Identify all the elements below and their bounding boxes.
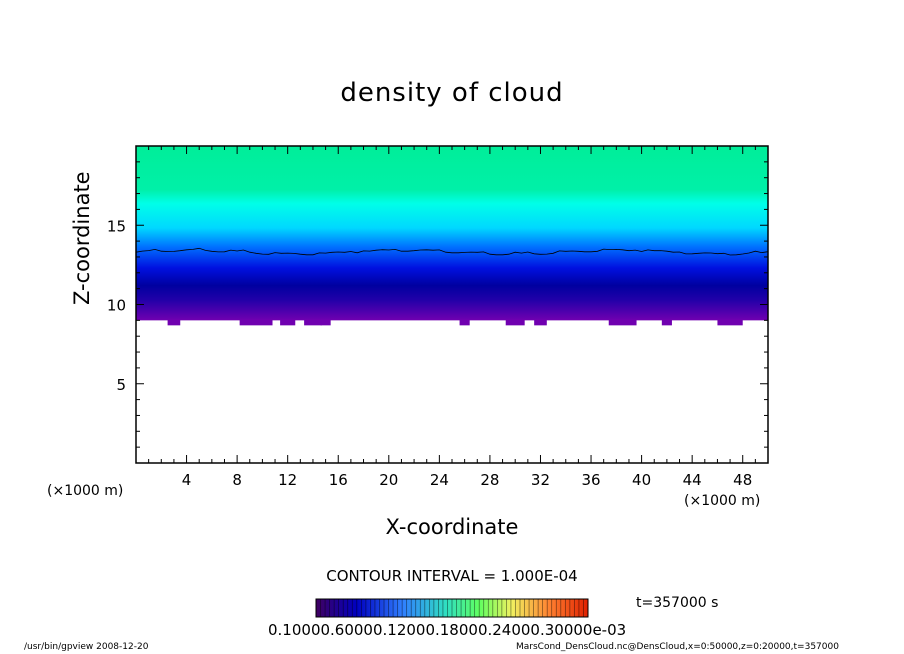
cloud-base-bump: [717, 319, 743, 326]
footer-file-info: MarsCond_DensCloud.nc@DensCloud,x=0:5000…: [516, 642, 839, 652]
y-tick-label: 5: [116, 376, 126, 394]
x-axis-label: X-coordinate: [385, 515, 519, 539]
density-contour: [135, 247, 769, 256]
colorbar-stripes: [320, 599, 584, 617]
x-tick-label: 44: [683, 471, 702, 489]
cloud-base-bump: [661, 319, 672, 326]
x-unit-label-right: (×1000 m): [684, 493, 761, 509]
footer-program-date: /usr/bin/gpview 2008-12-20: [24, 642, 149, 652]
chart-title: density of cloud: [340, 78, 564, 108]
cloud-base-bump: [505, 319, 525, 326]
x-tick-label: 28: [480, 471, 499, 489]
cloud-base-bump: [459, 319, 470, 326]
y-tick-label: 10: [107, 297, 126, 315]
x-tick-label: 32: [531, 471, 550, 489]
cloud-base-bump: [608, 319, 637, 326]
cloud-base-bump: [239, 319, 273, 326]
x-tick-label: 20: [379, 471, 398, 489]
x-tick-label: 24: [430, 471, 449, 489]
x-unit-label-left: (×1000 m): [47, 483, 124, 499]
cloud-base-bump: [534, 319, 547, 326]
y-axis-label: Z-coordinate: [70, 171, 94, 305]
cloud-band: [136, 146, 768, 321]
cloud-base-bump: [280, 319, 296, 326]
x-tick-label: 40: [632, 471, 651, 489]
cloud-base-bump: [320, 319, 331, 326]
contour-line: [135, 247, 769, 256]
contour-interval-label: CONTOUR INTERVAL = 1.000E-04: [326, 567, 578, 585]
axis-ticks: [136, 146, 768, 463]
cloud-base-bump: [167, 319, 181, 326]
colorbar-labels: 0.10000.60000.12000.18000.24000.30000e-0…: [268, 621, 627, 639]
cloud-density-field: [136, 146, 768, 326]
x-tick-label: 12: [278, 471, 297, 489]
time-label: t=357000 s: [636, 595, 719, 611]
cloud-base-bump: [304, 319, 322, 326]
x-tick-label: 4: [182, 471, 192, 489]
x-tick-label: 16: [329, 471, 348, 489]
x-tick-label: 48: [733, 471, 752, 489]
y-tick-label: 15: [107, 217, 126, 235]
x-tick-label: 8: [232, 471, 242, 489]
x-tick-label: 36: [581, 471, 600, 489]
